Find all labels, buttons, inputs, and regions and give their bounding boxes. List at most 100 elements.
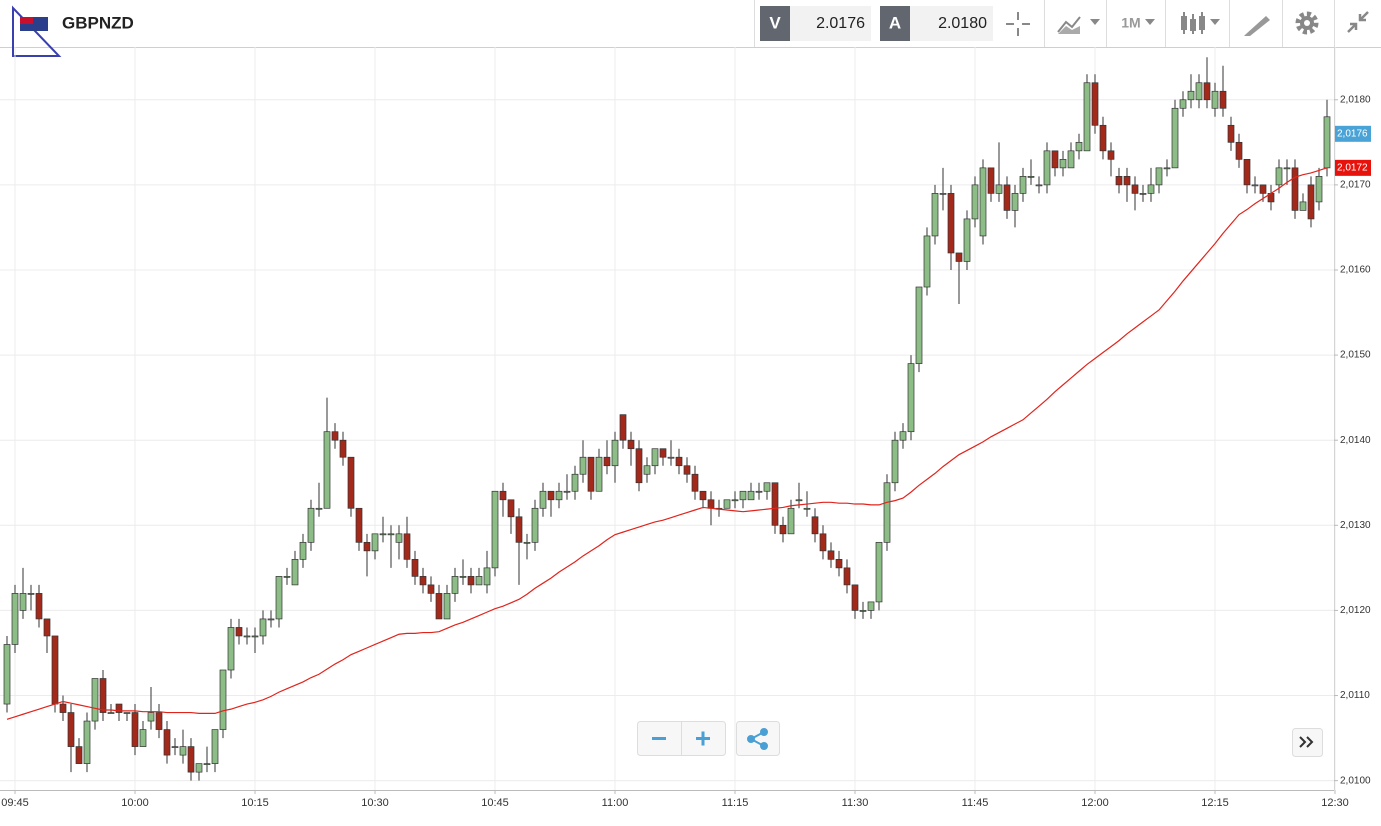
candle-body <box>1091 82 1099 126</box>
draw-button[interactable] <box>1244 16 1270 36</box>
x-tick-label: 10:15 <box>241 797 269 809</box>
candle-body <box>123 712 131 714</box>
candle-body <box>1259 184 1267 194</box>
candle-body <box>291 559 299 586</box>
candle-body <box>227 627 235 671</box>
candle-body <box>395 533 403 543</box>
candle-body <box>859 610 867 612</box>
candle-body <box>955 252 963 262</box>
candle-body <box>739 490 747 501</box>
candle-body <box>203 763 211 765</box>
y-tick-label: 2,0130 <box>1340 520 1371 531</box>
candle-body <box>683 465 691 475</box>
candle-body <box>379 533 387 536</box>
candle-body <box>899 431 907 441</box>
symbol[interactable]: GBPNZD <box>62 13 134 32</box>
candle-body <box>195 763 203 773</box>
candle-body <box>83 720 91 764</box>
share-button[interactable] <box>747 728 768 750</box>
candle-body <box>787 507 795 535</box>
candle-body <box>1275 167 1283 186</box>
candle-body <box>211 729 219 764</box>
candle-body <box>691 473 699 492</box>
buy-price[interactable]: 2.0180 <box>938 15 987 32</box>
candle-body <box>1315 176 1323 203</box>
candle-body <box>1027 176 1035 178</box>
plot <box>3 57 1331 781</box>
candle-body <box>107 712 115 714</box>
settings-button[interactable] <box>1295 11 1319 35</box>
candle-body <box>1203 82 1211 101</box>
sell-box[interactable] <box>790 6 871 41</box>
candle-body <box>1019 176 1027 194</box>
scroll-end-button[interactable] <box>1299 736 1314 748</box>
zoom-out-button[interactable] <box>652 737 666 740</box>
toolbar-bg <box>0 0 1381 47</box>
candle-body <box>619 414 627 441</box>
candle-body <box>923 235 931 288</box>
candle-body <box>235 627 243 637</box>
candle-body <box>1043 150 1051 186</box>
candle-body <box>171 746 179 748</box>
candle-body <box>483 567 491 586</box>
zoom-in-button[interactable] <box>696 731 710 746</box>
candle-body <box>675 456 683 467</box>
y-tick-label: 2,0150 <box>1340 350 1371 361</box>
candle-body <box>347 456 355 509</box>
buy-box[interactable] <box>910 6 993 41</box>
candle-body <box>275 576 283 620</box>
candle-body <box>771 482 779 526</box>
chart-type-button[interactable] <box>1057 16 1100 34</box>
sell-price[interactable]: 2.0176 <box>816 15 865 32</box>
candle-body <box>699 490 707 501</box>
candle-body <box>1059 158 1067 169</box>
candle-body <box>939 193 947 195</box>
candle-body <box>1075 141 1083 152</box>
candle-body <box>883 482 891 543</box>
candle-body <box>187 746 195 773</box>
candle-body <box>1067 150 1075 169</box>
candle-body <box>1323 116 1331 169</box>
candle-body <box>931 193 939 237</box>
x-tick-label: 10:45 <box>481 797 509 809</box>
candle-body <box>451 576 459 594</box>
candle-body <box>251 635 259 638</box>
candle-body <box>371 533 379 552</box>
candle-body <box>1099 124 1107 152</box>
candle-body <box>115 703 123 713</box>
candle-body <box>1171 107 1179 169</box>
candle-body <box>355 507 363 543</box>
candle-body <box>387 533 395 536</box>
collapse-button[interactable] <box>1347 11 1369 33</box>
candle-body <box>915 286 923 364</box>
candle-body <box>1187 90 1195 101</box>
candle-body <box>131 712 139 747</box>
crosshair-button[interactable] <box>1006 12 1030 36</box>
buy-label[interactable]: A <box>889 13 901 32</box>
candle-body <box>1011 193 1019 211</box>
flag-part <box>20 17 33 24</box>
candle-body <box>867 601 875 611</box>
candle-body <box>403 533 411 560</box>
candle-body <box>891 439 899 484</box>
candle-body <box>1235 141 1243 160</box>
candle-body <box>323 431 331 509</box>
x-tick-label: 12:30 <box>1321 797 1349 809</box>
x-tick-label: 09:45 <box>1 797 29 809</box>
candle-body <box>1251 184 1259 187</box>
candle-body <box>667 456 675 459</box>
candle-body <box>1195 82 1203 101</box>
timeframe-caret[interactable] <box>1145 19 1155 25</box>
x-tick-label: 11:00 <box>602 797 629 809</box>
timeframe[interactable]: 1M <box>1121 15 1140 31</box>
candle-body <box>1211 90 1219 109</box>
sell-badge[interactable] <box>760 6 790 41</box>
sell-label[interactable]: V <box>769 13 781 32</box>
candle-body <box>811 516 819 535</box>
candle-body <box>179 746 187 756</box>
candle-body <box>1083 82 1091 152</box>
buy-badge[interactable] <box>880 6 910 41</box>
candle-body <box>803 507 811 510</box>
candle-type-button[interactable] <box>1181 12 1220 34</box>
candle-body <box>59 703 67 713</box>
